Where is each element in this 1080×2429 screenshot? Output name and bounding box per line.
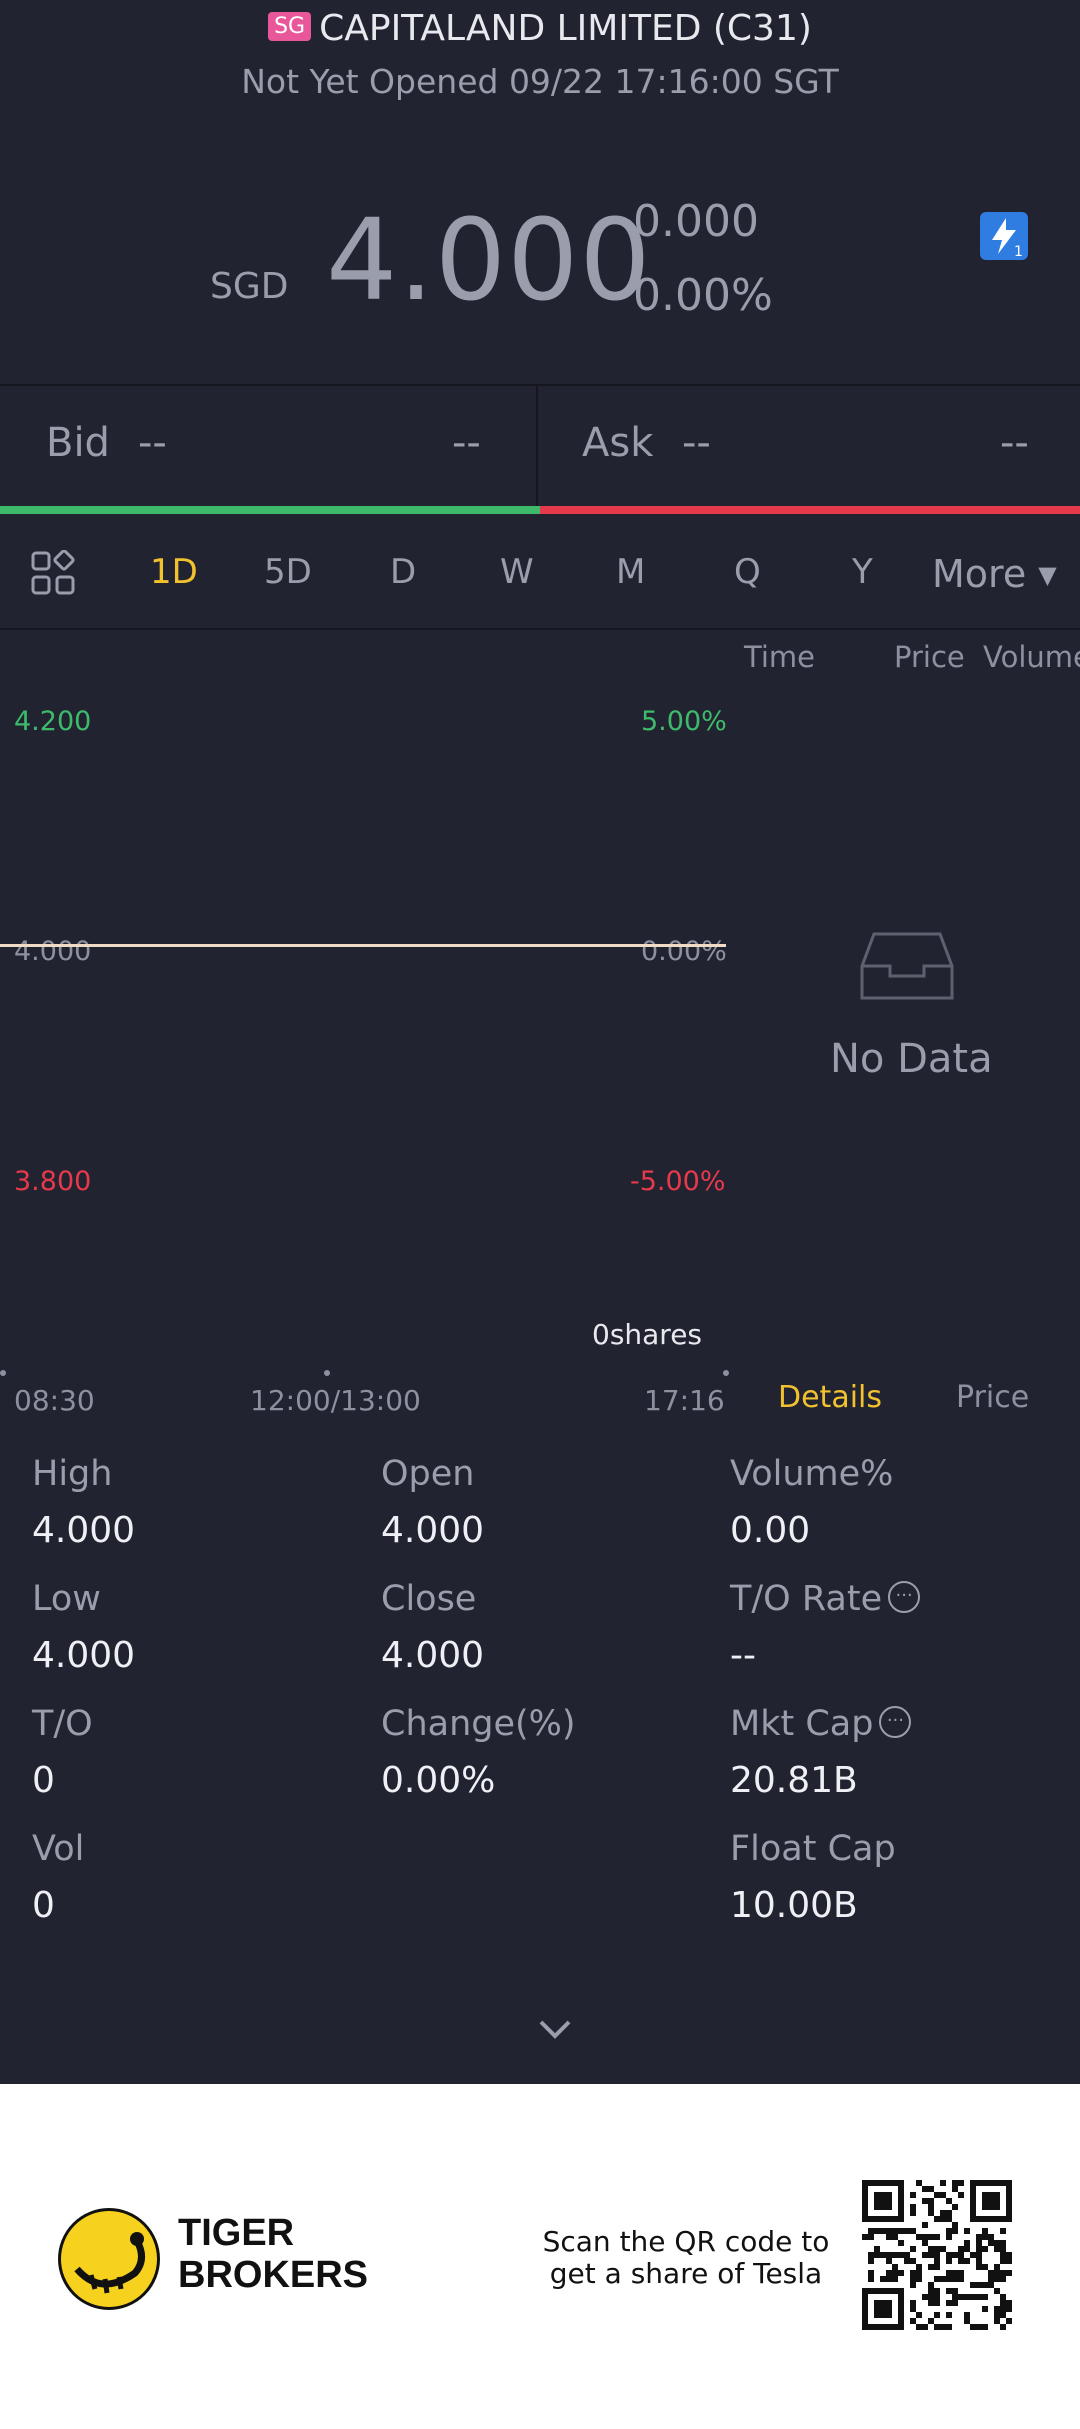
timeline-dot: [723, 1370, 729, 1376]
tab-d[interactable]: D: [390, 552, 417, 592]
tiger-logo: [58, 2208, 160, 2310]
last-price: 4.000: [326, 196, 652, 326]
more-info-icon[interactable]: ···: [879, 1706, 912, 1738]
period-tabs: 1D 5D D W M Q Y More ▼: [0, 530, 1080, 630]
stock-title: SG CAPITALAND LIMITED (C31): [0, 8, 1080, 49]
market-status: Not Yet Opened 09/22 17:16:00 SGT: [241, 62, 839, 101]
stat-value-market-cap: 20.81B: [730, 1760, 858, 1801]
qr-caption-line-2: get a share of Tesla: [549, 2257, 823, 2290]
stat-label-high: High: [32, 1454, 113, 1494]
tab-y[interactable]: Y: [852, 552, 873, 592]
tab-price[interactable]: Price: [956, 1380, 1030, 1415]
timeline-dot: [0, 1370, 6, 1376]
qr-code: [862, 2180, 1012, 2330]
lightning-badge-icon[interactable]: 1: [980, 212, 1028, 260]
qr-caption: Scan the QR code to get a share of Tesla: [520, 2226, 852, 2290]
divider: [0, 384, 1080, 386]
stat-label-float-cap: Float Cap: [730, 1829, 896, 1869]
volume-label: 0shares: [592, 1318, 703, 1351]
stat-label-close: Close: [381, 1579, 477, 1619]
x-label-close: 17:16: [644, 1384, 725, 1417]
stat-label-change-pct: Change(%): [381, 1704, 576, 1744]
qr-caption-line-1: Scan the QR code to: [542, 2225, 830, 2258]
x-label-open: 08:30: [14, 1384, 95, 1417]
pct-label-low: -5.00%: [630, 1166, 726, 1197]
tab-w[interactable]: W: [500, 552, 534, 592]
svg-text:1: 1: [1014, 244, 1023, 260]
bid-strength-bar: [0, 506, 540, 514]
x-label-break: 12:00/13:00: [250, 1384, 421, 1417]
price-change: 0.000: [633, 196, 759, 247]
bid-price: --: [138, 420, 167, 466]
pct-label-high: 5.00%: [641, 706, 727, 737]
time-column-header: Time: [744, 640, 815, 674]
bid-label: Bid: [46, 420, 110, 466]
price-line: [0, 944, 726, 947]
brand-name: TIGER BROKERS: [178, 2212, 368, 2296]
stat-label-open: Open: [381, 1454, 475, 1494]
ask-price: --: [682, 420, 711, 466]
y-label-high: 4.200: [14, 706, 92, 737]
tab-m[interactable]: M: [616, 552, 646, 592]
divider: [0, 628, 1080, 630]
brand-line-2: BROKERS: [178, 2254, 369, 2296]
ask-label: Ask: [582, 420, 654, 466]
bid-size: --: [452, 420, 481, 466]
more-info-icon[interactable]: ···: [888, 1581, 921, 1613]
empty-tray-icon: [860, 930, 954, 1002]
stat-value-close: 4.000: [381, 1635, 485, 1676]
currency-label: SGD: [210, 266, 289, 307]
stat-value-turnover: 0: [32, 1760, 55, 1801]
ask-size: --: [1000, 420, 1029, 466]
caret-down-icon: ▼: [1038, 561, 1057, 589]
no-data-text: No Data: [830, 1036, 993, 1082]
stat-value-turnover-rate: --: [730, 1635, 756, 1676]
stat-label-market-cap-text: Mkt Cap: [730, 1704, 874, 1744]
stat-value-float-cap: 10.00B: [730, 1885, 858, 1926]
layout-grid-icon[interactable]: [30, 549, 78, 598]
y-label-low: 3.800: [14, 1166, 92, 1197]
stat-value-vol: 0: [32, 1885, 55, 1926]
tab-5d[interactable]: 5D: [264, 552, 312, 592]
stat-label-turnover-rate-text: T/O Rate: [730, 1579, 883, 1619]
stat-label-market-cap: Mkt Cap ···: [730, 1704, 912, 1744]
stat-label-turnover-rate: T/O Rate ···: [730, 1579, 921, 1619]
stat-value-open: 4.000: [381, 1510, 485, 1551]
price-change-percent: 0.00%: [633, 270, 773, 321]
tab-more[interactable]: More ▼: [932, 552, 1057, 596]
more-label: More: [932, 552, 1027, 596]
stat-label-low: Low: [32, 1579, 101, 1619]
stock-name: CAPITALAND LIMITED (C31): [319, 8, 812, 49]
stat-value-high: 4.000: [32, 1510, 136, 1551]
chevron-down-icon[interactable]: [535, 2010, 575, 2050]
ask-strength-bar: [540, 506, 1080, 514]
stat-label-turnover: T/O: [32, 1704, 93, 1744]
stat-value-low: 4.000: [32, 1635, 136, 1676]
tab-1d[interactable]: 1D: [150, 552, 198, 592]
y-label-mid: 4.000: [14, 936, 92, 967]
tab-q[interactable]: Q: [734, 552, 761, 592]
tab-details[interactable]: Details: [778, 1380, 883, 1415]
stat-label-vol: Vol: [32, 1829, 85, 1869]
bid-panel: Bid -- --: [0, 386, 534, 508]
stat-value-volume-pct: 0.00: [730, 1510, 811, 1551]
price-column-header: Price: [894, 640, 965, 674]
market-badge: SG: [268, 11, 312, 41]
stat-label-volume-pct: Volume%: [730, 1454, 894, 1494]
stat-value-change-pct: 0.00%: [381, 1760, 496, 1801]
volume-column-header: Volume: [983, 640, 1080, 674]
brand-line-1: TIGER: [178, 2212, 295, 2254]
pct-label-mid: 0.00%: [641, 936, 727, 967]
timeline-dot: [324, 1370, 330, 1376]
ask-panel: Ask -- --: [536, 386, 1080, 508]
